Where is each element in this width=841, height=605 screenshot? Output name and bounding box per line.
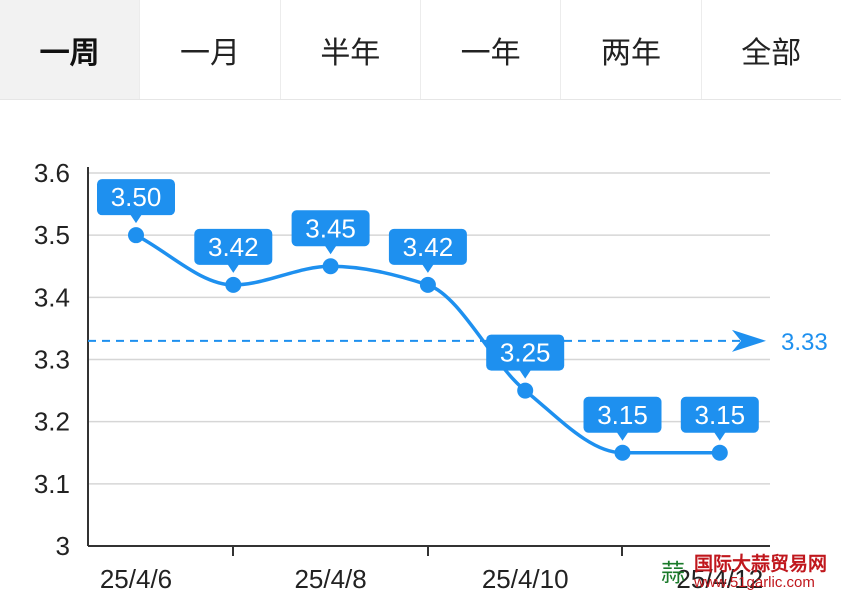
data-label-pointer [519, 369, 532, 379]
data-label-text: 3.15 [694, 400, 745, 430]
data-label-text: 3.42 [208, 232, 259, 262]
x-tick-label: 25/4/12 [676, 564, 763, 594]
data-point [711, 444, 728, 461]
watermark-name: 国际大蒜贸易网 [693, 553, 827, 576]
data-label-pointer [713, 431, 726, 441]
data-label: 3.45 [291, 210, 370, 255]
tab-half-year[interactable]: 半年 [281, 0, 421, 99]
data-label-box [97, 179, 175, 216]
average-label: 3.33 [781, 329, 828, 356]
y-tick-label: 3.1 [34, 469, 70, 499]
watermark-url: www.51garlic.com [693, 574, 815, 592]
period-tabs: 一周 一月 半年 一年 两年 全部 [0, 0, 841, 100]
data-label-pointer [130, 214, 142, 224]
data-label-text: 3.45 [305, 213, 356, 243]
data-label-box [680, 396, 759, 433]
garlic-logo-icon: 蒜 [660, 559, 685, 588]
tab-week[interactable]: 一周 [0, 0, 141, 99]
data-point [419, 276, 436, 293]
data-label: 3.50 [97, 179, 175, 224]
y-tick-label: 3.5 [34, 220, 70, 250]
data-label-pointer [616, 431, 629, 441]
watermark: 蒜 国际大蒜贸易网 www.51garlic.com [658, 553, 827, 592]
data-point [322, 258, 339, 275]
data-label-box [583, 396, 662, 433]
data-label: 3.15 [583, 396, 662, 441]
tab-all[interactable]: 全部 [741, 35, 802, 71]
data-label-box [388, 228, 467, 265]
y-tick-label: 3.4 [34, 282, 70, 312]
x-tick-label: 25/4/8 [294, 564, 366, 594]
data-label-box [486, 334, 565, 371]
data-label-pointer [324, 245, 337, 255]
data-label: 3.42 [194, 228, 273, 273]
data-label-box [194, 228, 273, 265]
tab-two-years[interactable]: 两年 [561, 0, 702, 99]
data-label-text: 3.42 [403, 232, 454, 262]
y-tick-label: 3.2 [34, 407, 70, 437]
data-label-text: 3.15 [597, 400, 648, 430]
average-arrow-icon [732, 329, 766, 352]
data-label: 3.25 [486, 334, 565, 379]
data-point [614, 444, 631, 461]
x-tick-label: 25/4/6 [100, 564, 172, 594]
data-point [128, 227, 144, 244]
y-tick-label: 3.3 [34, 345, 70, 375]
data-label-pointer [421, 263, 434, 273]
data-label-text: 3.25 [500, 338, 551, 368]
data-label: 3.42 [388, 228, 467, 273]
tab-month[interactable]: 一月 [140, 0, 281, 99]
y-tick-label: 3 [56, 531, 70, 561]
data-label-pointer [227, 263, 240, 273]
y-tick-label: 3.6 [34, 158, 70, 188]
price-line-chart: 3 3.1 3.2 3.3 3.4 3.5 3.6 25/4/6 25/4/8 25/4/10 25… [34, 158, 828, 594]
data-point [517, 382, 534, 399]
data-point [225, 276, 242, 293]
data-label: 3.15 [680, 396, 759, 441]
x-tick-label: 25/4/10 [482, 564, 569, 594]
data-label-text: 3.50 [111, 182, 162, 212]
tab-year[interactable]: 一年 [421, 0, 562, 99]
data-label-box [291, 210, 370, 247]
